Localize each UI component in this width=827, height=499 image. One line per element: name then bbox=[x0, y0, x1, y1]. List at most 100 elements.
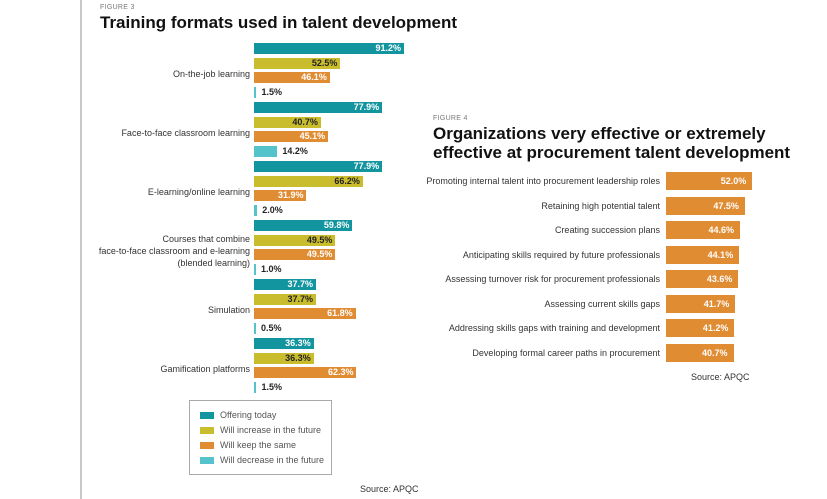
bar-value-label: 36.3% bbox=[285, 352, 311, 363]
legend-label: Offering today bbox=[220, 410, 277, 420]
bar-value-label: 66.2% bbox=[334, 175, 360, 186]
bar bbox=[254, 175, 363, 187]
category-label-line: Face-to-face classroom learning bbox=[121, 128, 250, 138]
category-label: Face-to-face classroom learning bbox=[50, 127, 250, 139]
category-label: Gamification platforms bbox=[50, 363, 250, 375]
legend-swatch bbox=[200, 457, 214, 465]
legend-item: Will increase in the future bbox=[200, 424, 321, 436]
bar bbox=[254, 116, 321, 128]
bar bbox=[666, 172, 753, 190]
bar bbox=[254, 131, 329, 142]
bar-value-label: 49.5% bbox=[306, 234, 333, 245]
category-label-line: Courses that combine bbox=[162, 234, 250, 244]
bar-value-label: 36.3% bbox=[285, 338, 311, 348]
bar-value-label: 45.1% bbox=[299, 131, 326, 141]
bar-value-label: 14.2% bbox=[282, 145, 308, 156]
bar bbox=[254, 220, 353, 231]
legend-item: Will decrease in the future bbox=[200, 454, 324, 466]
legend-swatch bbox=[200, 442, 214, 450]
bar bbox=[666, 221, 741, 239]
bar bbox=[254, 367, 357, 378]
category-label: Assessing turnover risk for procurement … bbox=[445, 274, 660, 284]
bar-value-label: 41.2% bbox=[702, 323, 729, 333]
bar-value-label: 49.5% bbox=[306, 249, 333, 259]
bar bbox=[666, 294, 736, 313]
category-label-line: Simulation bbox=[207, 305, 250, 315]
divider-line bbox=[80, 0, 82, 499]
bar bbox=[254, 204, 258, 216]
bar-value-label: 0.5% bbox=[261, 322, 282, 333]
bar-value-label: 2.0% bbox=[262, 204, 283, 215]
bar bbox=[254, 352, 314, 364]
bar bbox=[254, 145, 278, 157]
legend-label: Will decrease in the future bbox=[220, 455, 325, 465]
bar bbox=[254, 381, 257, 393]
bar-value-label: 59.8% bbox=[323, 220, 350, 230]
bar-value-label: 40.7% bbox=[702, 347, 728, 358]
figure3-label: FIGURE 3 bbox=[100, 4, 135, 11]
legend-label: Will increase in the future bbox=[220, 425, 322, 435]
bar bbox=[254, 338, 314, 349]
bar bbox=[666, 343, 734, 362]
bar-value-label: 1.0% bbox=[261, 263, 282, 274]
bar bbox=[254, 72, 330, 83]
legend-label: Will keep the same bbox=[220, 440, 297, 450]
bar bbox=[254, 43, 405, 54]
bar-value-label: 41.7% bbox=[703, 298, 730, 309]
bar-value-label: 31.9% bbox=[277, 190, 304, 200]
bar bbox=[666, 245, 740, 264]
category-label: Creating succession plans bbox=[554, 225, 660, 235]
category-label-line: E-learning/online learning bbox=[147, 187, 250, 197]
category-label: E-learning/online learning bbox=[50, 186, 250, 198]
bar bbox=[254, 190, 307, 201]
bar bbox=[254, 308, 356, 319]
bar bbox=[666, 196, 745, 215]
bar-value-label: 43.6% bbox=[706, 274, 733, 284]
category-label: Addressing skills gaps with training and… bbox=[448, 323, 660, 333]
category-label: Simulation bbox=[50, 304, 250, 316]
bar-value-label: 37.7% bbox=[287, 293, 314, 304]
category-label: On-the-job learning bbox=[50, 68, 250, 80]
category-label: Developing formal career paths in procur… bbox=[472, 347, 660, 358]
figure3-source: Source: APQC bbox=[360, 484, 419, 494]
bar bbox=[254, 322, 256, 334]
figure4-source: Source: APQC bbox=[691, 372, 750, 382]
bar bbox=[666, 270, 739, 288]
legend-swatch bbox=[200, 412, 214, 420]
bar bbox=[254, 293, 317, 305]
bar bbox=[254, 249, 336, 260]
bar-value-label: 52.0% bbox=[720, 176, 747, 186]
bar bbox=[254, 161, 383, 172]
category-label: Anticipating skills required by future p… bbox=[462, 249, 660, 260]
legend-item: Will keep the same bbox=[200, 439, 296, 451]
figure4-title-line1: Organizations very effective or extremel… bbox=[433, 124, 766, 143]
category-label-line: Gamification platforms bbox=[160, 364, 250, 374]
category-label: Courses that combine face-to-face classro… bbox=[50, 233, 250, 269]
figure4-label: FIGURE 4 bbox=[433, 115, 468, 122]
bar bbox=[254, 234, 336, 246]
bar-value-label: 52.5% bbox=[311, 57, 338, 68]
legend-swatch bbox=[200, 427, 214, 435]
legend-item: Offering today bbox=[200, 409, 276, 421]
category-label: Retaining high potential talent bbox=[541, 200, 660, 211]
bar bbox=[254, 57, 341, 69]
bar-value-label: 62.3% bbox=[327, 367, 354, 377]
category-label-line: face-to-face classroom and e-learning bbox=[98, 246, 250, 256]
bar-value-label: 37.7% bbox=[287, 279, 314, 289]
figure3-legend: Offering today Will increase in the futu… bbox=[189, 400, 332, 475]
category-label: Assessing current skills gaps bbox=[544, 298, 660, 309]
bar-value-label: 1.5% bbox=[261, 86, 282, 97]
bar-value-label: 77.9% bbox=[353, 102, 380, 112]
bar bbox=[254, 102, 383, 113]
bar-value-label: 1.5% bbox=[261, 381, 282, 392]
category-label-line: On-the-job learning bbox=[172, 69, 250, 79]
bar bbox=[254, 86, 257, 98]
bar bbox=[254, 279, 317, 290]
bar-value-label: 44.6% bbox=[708, 225, 735, 235]
bar-value-label: 47.5% bbox=[713, 200, 739, 211]
category-label-line: (blended learning) bbox=[177, 258, 250, 268]
bar bbox=[254, 263, 256, 275]
bar-value-label: 44.1% bbox=[707, 249, 734, 260]
bar-value-label: 40.7% bbox=[292, 116, 318, 127]
bar bbox=[666, 319, 735, 337]
